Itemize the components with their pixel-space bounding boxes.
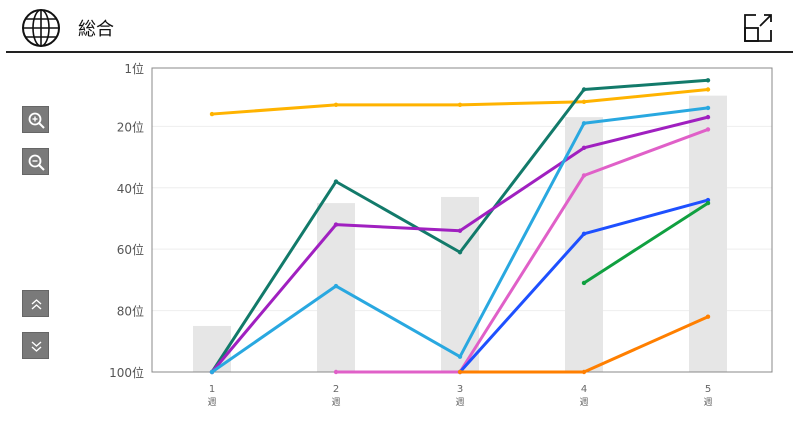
x-tick-unit: 週 bbox=[579, 397, 588, 408]
y-tick-label: 40位 bbox=[117, 181, 144, 196]
data-point bbox=[333, 283, 339, 289]
x-tick-unit: 週 bbox=[703, 397, 712, 408]
y-tick-label: 60位 bbox=[117, 242, 144, 257]
data-point bbox=[333, 222, 339, 227]
y-tick-label: 1位 bbox=[124, 61, 144, 76]
scroll-down-button[interactable] bbox=[22, 332, 49, 359]
open-external-icon[interactable] bbox=[742, 12, 774, 44]
data-point bbox=[705, 78, 711, 83]
data-point bbox=[457, 102, 463, 108]
plot-frame bbox=[151, 67, 773, 373]
data-point bbox=[209, 111, 215, 117]
series-line bbox=[458, 198, 709, 374]
y-tick-label: 100位 bbox=[109, 365, 144, 380]
page-title: 総合 bbox=[78, 19, 114, 40]
data-point bbox=[581, 231, 587, 237]
x-tick-label: 2 bbox=[333, 384, 339, 395]
data-point bbox=[705, 314, 711, 319]
series-line bbox=[211, 88, 709, 116]
zoom-out-icon bbox=[28, 154, 45, 171]
data-point bbox=[581, 145, 587, 151]
data-point bbox=[457, 369, 463, 375]
data-point bbox=[581, 121, 587, 126]
data-point bbox=[581, 280, 587, 286]
globe-icon bbox=[22, 9, 60, 47]
data-point bbox=[705, 114, 711, 120]
data-point bbox=[705, 197, 711, 203]
bar bbox=[565, 117, 603, 372]
scroll-up-button[interactable] bbox=[22, 290, 49, 317]
data-point bbox=[705, 105, 711, 111]
data-point bbox=[209, 369, 215, 375]
x-tick-unit: 週 bbox=[455, 397, 464, 408]
data-point bbox=[333, 179, 339, 184]
data-point bbox=[581, 99, 587, 104]
bar bbox=[193, 325, 231, 372]
data-point bbox=[333, 102, 339, 108]
y-tick-label: 80位 bbox=[117, 304, 144, 319]
bar bbox=[317, 203, 355, 372]
series-line bbox=[336, 128, 709, 374]
data-point bbox=[705, 200, 711, 206]
series-line bbox=[210, 78, 709, 373]
x-tick-label: 5 bbox=[705, 384, 711, 395]
zoom-in-icon bbox=[28, 112, 45, 129]
data-point bbox=[457, 228, 463, 233]
header-divider bbox=[6, 51, 793, 53]
bar bbox=[441, 196, 479, 372]
double-chevron-down-icon bbox=[31, 341, 42, 352]
data-point bbox=[209, 369, 215, 375]
zoom-out-button[interactable] bbox=[22, 148, 49, 175]
series-line bbox=[583, 201, 709, 285]
data-point bbox=[457, 354, 463, 359]
data-point bbox=[457, 369, 463, 375]
series-line bbox=[211, 106, 709, 374]
series-line bbox=[460, 315, 709, 374]
x-tick-label: 1 bbox=[209, 384, 215, 395]
y-tick-label: 20位 bbox=[117, 119, 144, 134]
series-line bbox=[210, 115, 709, 373]
data-point bbox=[705, 87, 711, 92]
data-point bbox=[581, 87, 587, 92]
x-tick-unit: 週 bbox=[207, 397, 216, 408]
data-point bbox=[209, 369, 215, 375]
x-tick-label: 4 bbox=[581, 384, 587, 395]
data-point bbox=[457, 250, 463, 255]
x-tick-unit: 週 bbox=[331, 397, 340, 408]
double-chevron-up-icon bbox=[31, 299, 42, 310]
zoom-in-button[interactable] bbox=[22, 106, 49, 133]
data-point bbox=[333, 369, 339, 375]
data-point bbox=[581, 173, 587, 178]
data-point bbox=[581, 369, 587, 375]
data-point bbox=[705, 127, 711, 132]
bar bbox=[689, 95, 727, 373]
data-point bbox=[457, 369, 463, 375]
x-tick-label: 3 bbox=[457, 384, 463, 395]
header: 総合 bbox=[0, 0, 800, 53]
